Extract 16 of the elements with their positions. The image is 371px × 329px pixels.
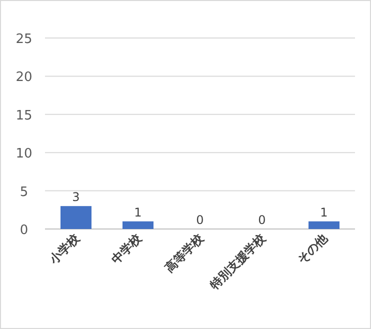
category: 特別支援学校 (207, 231, 268, 292)
data-label: 1 (320, 205, 328, 220)
category: 高等学校 (162, 231, 206, 276)
ytick: 25 (16, 32, 32, 47)
ytick: 15 (16, 108, 32, 124)
category: 小学校 (46, 231, 82, 267)
data-label: 1 (134, 205, 142, 220)
category: 中学校 (108, 231, 144, 267)
data-label: 0 (258, 213, 266, 227)
category: その他 (294, 231, 330, 267)
data-label: 0 (196, 213, 204, 227)
ytick: 10 (16, 146, 32, 162)
ytick: 20 (16, 70, 32, 86)
ytick: 5 (20, 184, 28, 200)
data-label: 3 (72, 190, 80, 204)
ytick: 0 (20, 223, 28, 238)
